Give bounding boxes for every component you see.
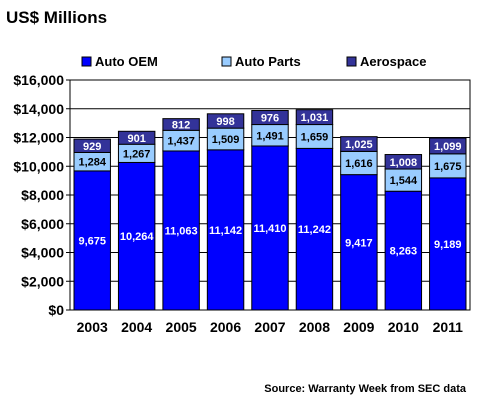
bar-segment-auto-oem (295, 147, 334, 311)
data-label: 998 (216, 116, 234, 128)
legend-label: Aerospace (360, 54, 426, 69)
data-label: 9,675 (78, 235, 106, 247)
chart-title: US$ Millions (6, 8, 108, 27)
x-tick-label: 2011 (433, 319, 464, 335)
data-label: 1,267 (123, 148, 151, 160)
data-label: 812 (172, 119, 190, 131)
x-tick-label: 2009 (343, 319, 374, 335)
bar-segment-auto-oem (384, 190, 423, 311)
x-tick-label: 2007 (254, 319, 285, 335)
data-label: 1,659 (301, 131, 329, 143)
data-label: 1,008 (390, 157, 418, 169)
data-label: 11,242 (298, 224, 331, 236)
data-label: 1,675 (434, 161, 462, 173)
bar-segment-auto-oem (206, 149, 245, 311)
x-tick-label: 2004 (121, 319, 152, 335)
bar-segment-auto-oem (429, 177, 467, 311)
data-label: 1,544 (390, 175, 418, 187)
data-label: 1,437 (167, 136, 195, 148)
data-label: 1,031 (301, 112, 329, 124)
bar-segment-aerospace (251, 110, 289, 126)
data-label: 1,491 (256, 130, 284, 142)
bar-segment-auto-oem (73, 170, 111, 311)
data-label: 11,063 (165, 225, 198, 237)
bar-segment-auto-parts (429, 153, 467, 179)
x-tick-label: 2008 (299, 319, 330, 335)
bar-segment-auto-oem (251, 145, 289, 311)
y-tick-label: $16,000 (13, 72, 64, 88)
legend-swatch (81, 56, 92, 67)
y-tick-label: $14,000 (13, 101, 64, 117)
data-label: 1,284 (78, 157, 106, 169)
bar-segment-aerospace (117, 130, 156, 145)
bar-segment-auto-oem (117, 161, 156, 311)
bar-segment-auto-oem (162, 150, 200, 311)
legend-label: Auto OEM (95, 54, 158, 69)
y-tick-label: $0 (48, 302, 64, 318)
data-label: 9,417 (345, 237, 373, 249)
y-tick-label: $6,000 (21, 216, 64, 232)
bar-segment-aerospace (206, 113, 245, 129)
data-label: 976 (261, 113, 279, 125)
data-label: 929 (83, 141, 101, 153)
y-tick-label: $2,000 (21, 273, 64, 289)
x-tick-label: 2003 (77, 319, 108, 335)
x-tick-label: 2006 (210, 319, 241, 335)
y-tick-label: $12,000 (13, 130, 64, 146)
bar-segment-auto-oem (340, 174, 378, 311)
data-label: 9,189 (434, 239, 462, 251)
data-label: 11,410 (253, 223, 286, 235)
data-label: 1,509 (212, 134, 240, 146)
y-tick-label: $4,000 (21, 245, 64, 261)
y-tick-label: $10,000 (13, 158, 64, 174)
legend-label: Auto Parts (235, 54, 301, 69)
legend-swatch (221, 56, 232, 67)
data-label: 11,142 (209, 225, 242, 237)
bar-segment-aerospace (73, 138, 111, 153)
bar-segment-aerospace (429, 137, 467, 155)
data-label: 901 (127, 133, 145, 145)
x-tick-label: 2005 (166, 319, 197, 335)
source-note: Source: Warranty Week from SEC data (264, 383, 466, 395)
data-label: 10,264 (120, 231, 155, 243)
data-label: 1,616 (345, 158, 373, 170)
y-tick-label: $8,000 (21, 187, 64, 203)
x-tick-label: 2010 (388, 319, 419, 335)
data-label: 1,025 (345, 139, 373, 151)
bar-segment-aerospace (295, 109, 334, 126)
bar-segment-aerospace (340, 136, 378, 152)
bar-segment-aerospace (162, 118, 200, 131)
data-label: 8,263 (390, 246, 418, 258)
data-label: 1,099 (434, 141, 462, 153)
legend-swatch (346, 56, 357, 67)
bar-segment-aerospace (384, 154, 423, 170)
